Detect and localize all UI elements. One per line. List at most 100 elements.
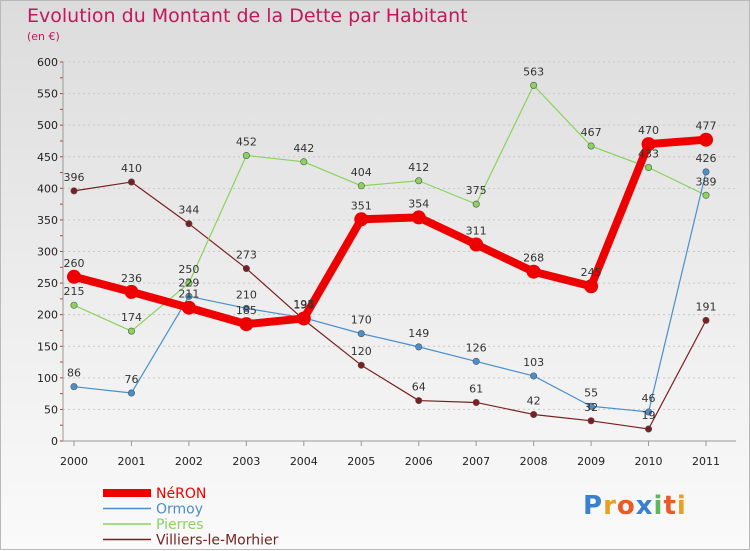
data-point-ormoy: [185, 292, 193, 300]
data-point-villiers-le-morhier: [357, 361, 365, 369]
data-point-villiers-le-morhier: [587, 417, 595, 425]
y-tick-label: 100: [37, 372, 58, 385]
data-point-pierres: [127, 327, 135, 335]
data-label-n-ron: 354: [408, 197, 429, 210]
data-point-ormoy: [645, 408, 653, 416]
data-label-n-ron: 311: [466, 225, 487, 238]
data-label-ormoy: 46: [642, 392, 656, 405]
data-point-n-ron: [469, 237, 484, 252]
data-label-villiers-le-morhier: 120: [351, 345, 372, 358]
data-label-n-ron: 194: [293, 298, 314, 311]
y-tick-label: 400: [37, 182, 58, 195]
x-tick-label: 2008: [520, 455, 548, 468]
data-label-ormoy: 86: [67, 367, 81, 380]
data-label-pierres: 452: [236, 135, 257, 148]
data-label-ormoy: 76: [124, 373, 138, 386]
data-label-ormoy: 195: [293, 298, 314, 311]
data-point-n-ron: [181, 300, 196, 315]
x-tick-label: 2004: [290, 455, 318, 468]
data-point-ormoy: [587, 402, 595, 410]
chart-title: Evolution du Montant de la Dette par Hab…: [27, 5, 468, 27]
y-tick-label: 150: [37, 340, 58, 353]
data-point-villiers-le-morhier: [645, 425, 653, 433]
data-point-ormoy: [70, 383, 78, 391]
x-tick-label: 2010: [635, 455, 663, 468]
data-point-pierres: [300, 158, 308, 166]
data-point-ormoy: [530, 372, 538, 380]
legend-label: Villiers-le-Morhier: [156, 533, 279, 549]
data-point-n-ron: [354, 212, 369, 227]
data-label-villiers-le-morhier: 410: [121, 162, 142, 175]
data-point-villiers-le-morhier: [127, 178, 135, 186]
logo-letter: P: [583, 491, 604, 521]
x-tick-label: 2007: [462, 455, 490, 468]
chart-unit-label: (en €): [27, 30, 60, 43]
data-label-pierres: 442: [293, 142, 314, 155]
data-point-pierres: [645, 163, 653, 171]
data-label-villiers-le-morhier: 32: [584, 401, 598, 414]
y-tick-label: 600: [37, 56, 58, 69]
data-point-villiers-le-morhier: [242, 265, 250, 273]
data-point-ormoy: [472, 357, 480, 365]
data-label-ormoy: 170: [351, 314, 372, 327]
data-label-ormoy: 149: [408, 327, 429, 340]
y-tick-label: 500: [37, 119, 58, 132]
data-label-pierres: 467: [581, 126, 602, 139]
data-label-villiers-le-morhier: 61: [469, 382, 483, 395]
data-label-ormoy: 229: [178, 276, 199, 289]
data-point-pierres: [357, 182, 365, 190]
data-label-villiers-le-morhier: 344: [178, 204, 199, 217]
data-point-villiers-le-morhier: [70, 187, 78, 195]
data-label-pierres: 389: [696, 175, 717, 188]
data-point-villiers-le-morhier: [530, 410, 538, 418]
data-point-ormoy: [415, 343, 423, 351]
data-label-villiers-le-morhier: 273: [236, 249, 257, 262]
data-point-pierres: [242, 151, 250, 159]
y-tick-label: 450: [37, 151, 58, 164]
proxiti-logo: Proxiti: [583, 491, 687, 521]
x-tick-label: 2003: [232, 455, 260, 468]
x-tick-label: 2001: [117, 455, 145, 468]
data-point-n-ron: [584, 279, 599, 294]
data-point-n-ron: [296, 311, 311, 326]
data-label-pierres: 404: [351, 166, 372, 179]
legend-label: Ormoy: [156, 502, 203, 518]
series-line-ormoy: [73, 171, 707, 413]
data-label-pierres: 412: [408, 161, 429, 174]
data-point-villiers-le-morhier: [702, 316, 710, 324]
x-tick-label: 2005: [347, 455, 375, 468]
x-tick-label: 2002: [175, 455, 203, 468]
y-tick-label: 250: [37, 277, 58, 290]
data-point-ormoy: [127, 389, 135, 397]
data-label-n-ron: 470: [638, 124, 659, 137]
y-tick-label: 50: [44, 403, 58, 416]
logo-letter: r: [603, 491, 617, 521]
data-label-villiers-le-morhier: 396: [64, 171, 85, 184]
data-label-n-ron: 211: [178, 288, 199, 301]
data-label-ormoy: 103: [523, 356, 544, 369]
data-label-n-ron: 236: [121, 272, 142, 285]
x-tick-label: 2009: [577, 455, 605, 468]
legend-label: NéRON: [156, 486, 206, 502]
data-point-pierres: [185, 279, 193, 287]
data-point-n-ron: [411, 210, 426, 225]
series-line-villiers-le-morhier: [73, 181, 707, 430]
data-label-pierres: 433: [638, 147, 659, 160]
data-label-villiers-le-morhier: 64: [412, 381, 426, 394]
logo-letter: t: [663, 491, 677, 521]
data-point-ormoy: [242, 304, 250, 312]
legend-label: Pierres: [156, 517, 204, 533]
data-label-ormoy: 210: [236, 288, 257, 301]
series-line-pierres: [73, 84, 707, 332]
data-label-pierres: 174: [121, 311, 142, 324]
data-point-villiers-le-morhier: [415, 397, 423, 405]
data-point-pierres: [530, 81, 538, 89]
data-point-pierres: [587, 142, 595, 150]
data-label-n-ron: 245: [581, 266, 602, 279]
data-point-ormoy: [702, 168, 710, 176]
data-label-pierres: 563: [523, 65, 544, 78]
data-label-n-ron: 185: [236, 304, 257, 317]
data-point-n-ron: [67, 269, 81, 284]
